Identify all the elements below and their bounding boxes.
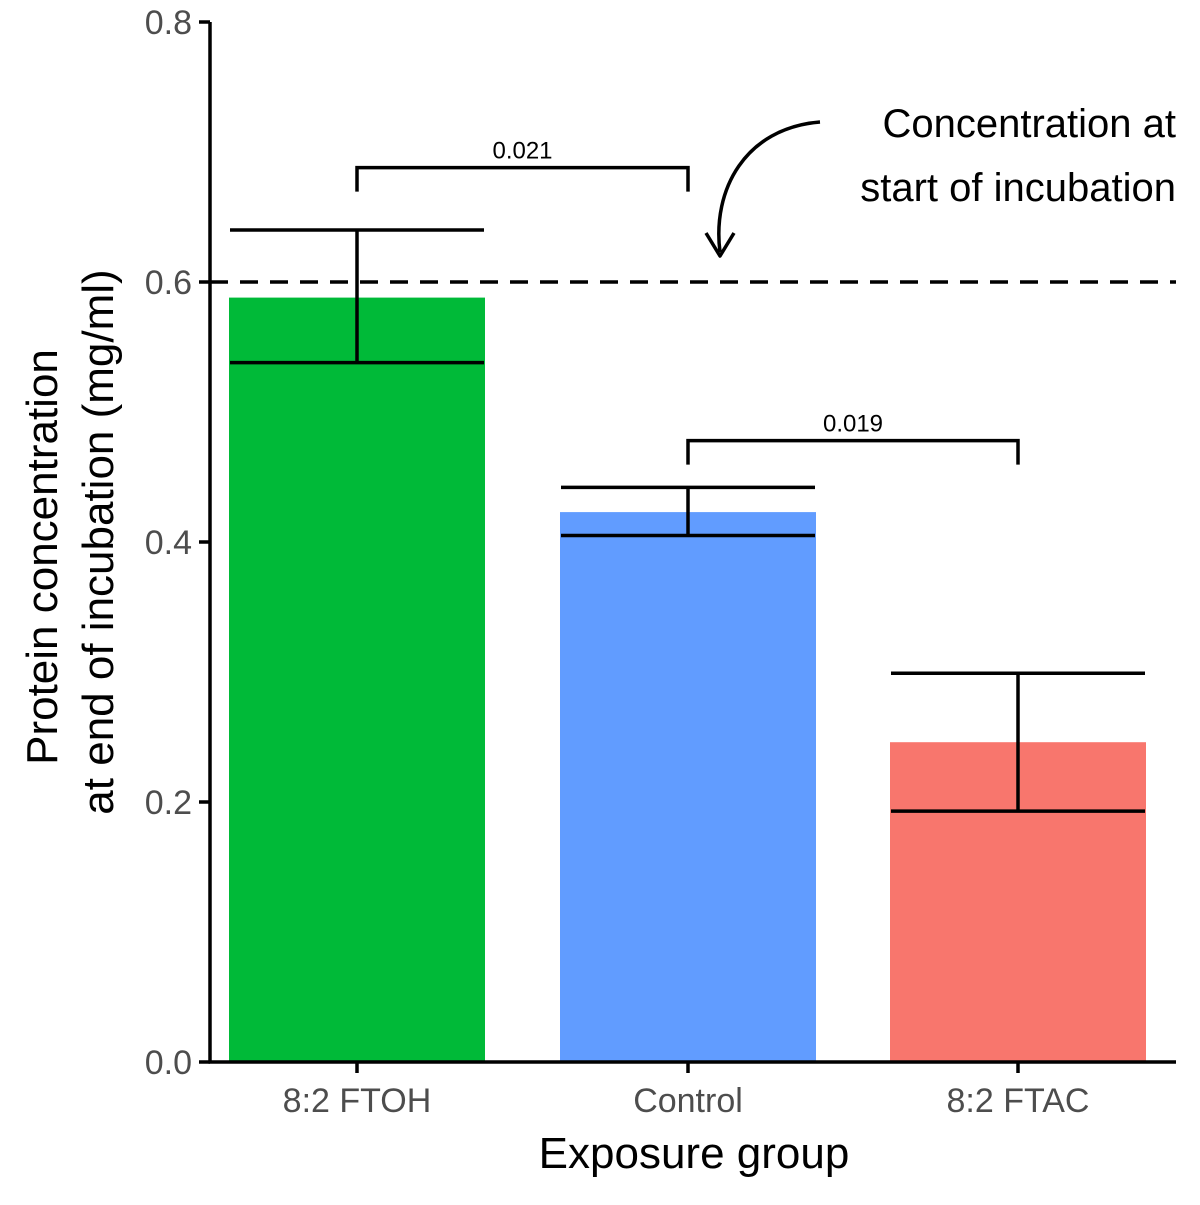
x-tick-label: 8:2 FTAC	[947, 1082, 1090, 1120]
y-axis-title-line2: at end of incubation (mg/ml)	[74, 269, 123, 814]
bars-layer	[229, 297, 1146, 1063]
y-tick-label: 0.8	[145, 4, 192, 42]
y-ticks-layer: 0.0 0.2 0.4 0.6 0.8	[145, 4, 210, 1082]
error-bar	[891, 671, 1145, 813]
annotation-arrowhead	[704, 232, 736, 258]
x-ticks-layer: 8:2 FTOH Control 8:2 FTAC	[283, 1062, 1090, 1120]
p-value-label: 0.021	[492, 138, 552, 165]
comparison-brackets-layer: 0.021 0.019	[355, 138, 1020, 465]
y-tick-label: 0.4	[145, 524, 192, 562]
bar-control	[560, 512, 816, 1062]
error-bars-layer	[230, 228, 1145, 813]
error-bar	[230, 228, 484, 365]
annotation-line1: Concentration at	[882, 102, 1176, 146]
comparison-bracket: 0.019	[686, 411, 1020, 465]
p-value-label: 0.019	[823, 411, 883, 438]
bracket-line	[355, 165, 690, 192]
x-tick-label: Control	[633, 1082, 743, 1120]
annotation-line2: start of incubation	[860, 166, 1176, 210]
comparison-bracket: 0.021	[355, 138, 690, 192]
y-tick-label: 0.6	[145, 264, 192, 302]
x-axis-title: Exposure group	[539, 1129, 850, 1178]
y-tick-label: 0.2	[145, 784, 192, 822]
bar-8-2-ftoh	[229, 297, 485, 1063]
annotation-arrow	[717, 120, 821, 253]
error-bar	[561, 485, 815, 538]
y-axis-title-line1: Protein concentration	[18, 349, 67, 765]
y-tick-label: 0.0	[145, 1044, 192, 1082]
bracket-line	[686, 438, 1020, 465]
x-tick-label: 8:2 FTOH	[283, 1082, 432, 1120]
